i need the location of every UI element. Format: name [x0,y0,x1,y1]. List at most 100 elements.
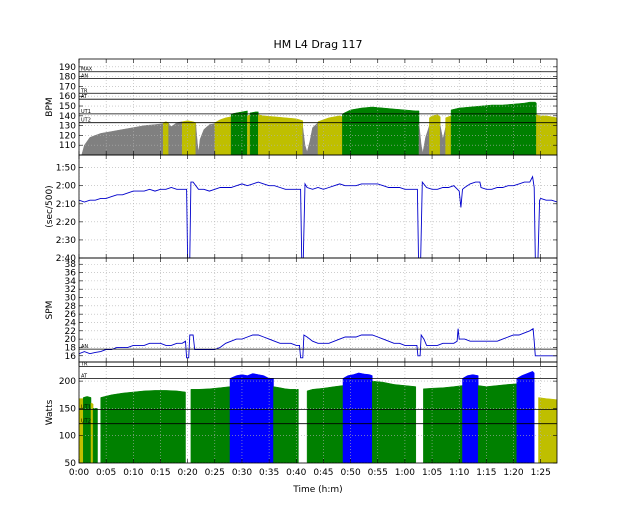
y-tick-label-spm-1: 18 [65,343,77,353]
y-tick-label-power-2: 150 [59,404,76,414]
x-tick-label-4: 0:20 [178,468,198,478]
y-tick-label-hr-4: 150 [59,102,76,112]
y-tick-label-pace-3: 2:20 [56,218,76,228]
x-tick-label-0: 0:00 [69,468,89,478]
y-axis-label-power: Watts [45,399,55,425]
area-segment-power-1 [83,396,92,463]
x-tick-label-3: 0:15 [150,468,170,478]
plot-area-hr [79,59,557,155]
plot-area-power [79,362,557,463]
series-line-spm [79,327,557,359]
y-tick-label-spm-10: 36 [65,269,77,279]
y-tick-label-spm-3: 22 [65,327,76,337]
area-segment-hr-3 [181,120,197,155]
y-tick-label-spm-7: 30 [65,294,77,304]
y-tick-label-power-1: 100 [59,432,76,442]
reference-label-power-3: UT2 [81,419,91,425]
area-segment-hr-12 [342,106,420,155]
panel-pace: 1:50 2:00 2:10 2:20 2:30 2:40 (sec/500) [45,154,558,264]
y-tick-label-hr-1: 120 [59,131,76,141]
area-segment-power-8 [306,385,344,463]
area-segment-hr-15 [439,125,446,155]
y-tick-label-hr-0: 110 [59,141,76,151]
y-tick-label-hr-2: 130 [59,122,76,132]
x-tick-label-13: 1:05 [422,468,442,478]
y-tick-label-spm-2: 20 [65,335,77,345]
y-tick-label-spm-8: 32 [65,285,76,295]
plot-area-spm [79,258,557,362]
area-segment-hr-6 [230,110,248,155]
y-tick-label-spm-4: 24 [65,318,77,328]
area-segment-power-10 [372,380,417,463]
y-tick-label-pace-1: 2:00 [56,182,76,192]
reference-label-hr-1: AN [81,74,88,80]
area-segment-power-6 [229,373,274,463]
reference-label-hr-3: AT [81,94,88,100]
y-tick-label-hr-3: 140 [59,112,76,122]
reference-label-spm-0: AN [81,344,88,350]
reference-label-hr-5: UT2 [81,118,91,124]
x-tick-label-5: 0:25 [205,468,225,478]
x-axis-label: Time (h:m) [292,485,342,495]
y-tick-label-spm-5: 26 [65,310,77,320]
area-segment-hr-7 [247,114,251,155]
panel-power: TR AT UT1 UT2 50 100 150 200 Watts [45,361,558,469]
area-segment-power-12 [462,374,479,463]
y-tick-label-hr-6: 170 [59,82,76,92]
y-tick-label-pace-2: 2:10 [56,200,76,210]
y-tick-label-hr-7: 180 [59,73,76,83]
x-tick-label-12: 1:00 [395,468,415,478]
y-tick-label-spm-6: 28 [65,302,77,312]
x-tick-label-9: 0:45 [313,468,333,478]
y-axis-label-hr: BPM [45,97,55,116]
area-segment-hr-14 [429,114,441,155]
area-segment-power-15 [538,397,557,463]
y-tick-label-power-0: 50 [65,459,77,469]
area-segment-hr-2 [168,121,183,155]
x-tick-label-14: 1:10 [449,468,469,478]
y-tick-label-spm-11: 38 [65,260,77,270]
area-segment-hr-1 [162,121,169,155]
reference-label-hr-0: MAX [81,67,93,73]
x-tick-label-7: 0:35 [259,468,279,478]
area-segment-power-9 [342,372,373,463]
y-tick-label-spm-0: 16 [65,352,77,362]
x-tick-label-16: 1:20 [503,468,523,478]
x-tick-label-15: 1:15 [476,468,496,478]
reference-label-power-0: TR [80,361,88,367]
reference-label-power-1: AT [81,373,88,379]
x-tick-label-17: 1:25 [531,468,551,478]
area-segment-power-11 [423,385,463,463]
x-tick-label-6: 0:30 [232,468,252,478]
area-segment-power-3 [92,408,98,463]
area-segment-power-14 [516,371,535,463]
area-segment-power-4 [100,390,186,463]
area-segment-power-7 [273,386,299,463]
y-tick-label-pace-4: 2:30 [56,236,76,246]
area-segment-hr-17 [450,101,537,155]
reference-label-hr-4: UT1 [81,109,91,115]
x-tick-label-11: 0:55 [368,468,388,478]
y-tick-label-spm-9: 34 [65,277,77,287]
y-tick-label-power-3: 200 [59,377,76,387]
x-tick-label-10: 0:50 [340,468,360,478]
area-segment-power-2 [90,402,94,463]
panels: MAXANTRATUT1UT21101201301401501601701801… [45,58,558,478]
chart-title: HM L4 Drag 117 [273,38,362,51]
area-segment-hr-8 [249,111,259,155]
y-axis-label-pace: (sec/500) [45,185,55,227]
plot-area-pace [79,155,557,258]
y-tick-label-hr-8: 190 [59,63,76,73]
x-tick-label-1: 0:05 [96,468,116,478]
reference-label-hr-2: TR [80,88,88,94]
reference-label-power-2: UT1 [81,404,91,410]
y-tick-label-pace-0: 1:50 [56,164,76,174]
y-tick-label-pace-5: 2:40 [56,254,76,264]
series-line-pace [79,175,557,258]
y-tick-label-hr-5: 160 [59,92,76,102]
x-tick-label-2: 0:10 [123,468,143,478]
x-tick-label-8: 0:40 [286,468,306,478]
